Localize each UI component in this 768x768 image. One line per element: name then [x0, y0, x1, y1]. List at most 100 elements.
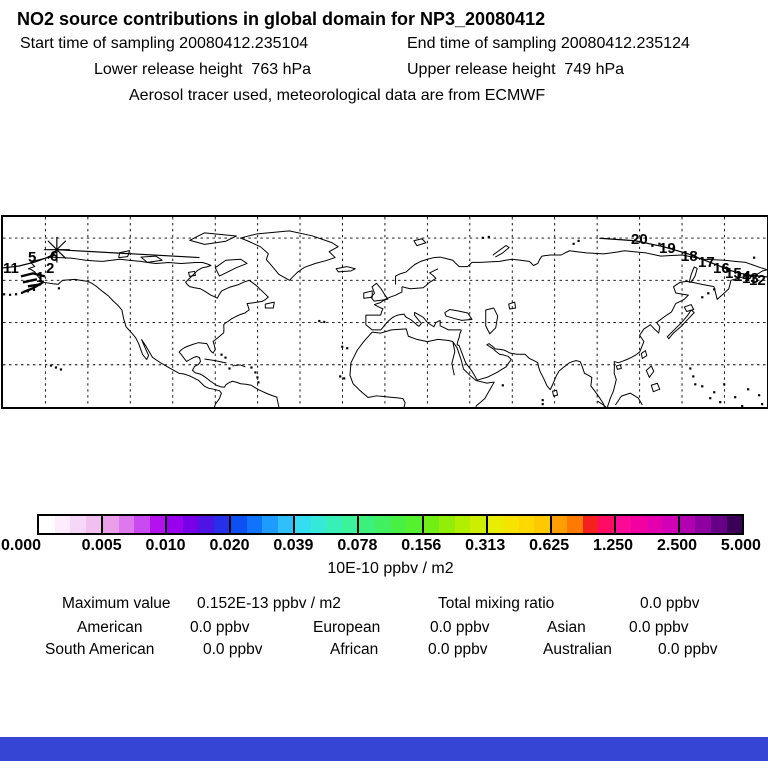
trajectory-point-label: 16 — [713, 260, 730, 277]
trajectory-point-label: 6 — [50, 248, 59, 265]
colorbar-cell — [518, 516, 535, 533]
colorbar-cell — [439, 516, 455, 533]
colorbar-cell — [326, 516, 342, 533]
colorbar — [37, 514, 744, 535]
colorbar-tick-label: 0.039 — [273, 537, 314, 554]
colorbar-cell — [295, 516, 311, 533]
trajectory-point-label: 14 — [734, 268, 751, 285]
colorbar-tick-label: 0.078 — [337, 537, 378, 554]
trajectory-point-label: 17 — [698, 254, 715, 271]
colorbar-unit-label: 10E-10 ppbv / m2 — [327, 560, 454, 577]
colorbar-segment — [421, 516, 486, 533]
trajectory-point-label: 12 — [749, 272, 766, 289]
colorbar-cell — [54, 516, 71, 533]
colorbar-cell — [85, 516, 102, 533]
region-african: African — [330, 641, 379, 658]
trajectory-point-label: 2 — [46, 260, 55, 277]
source-star-icon — [43, 236, 200, 263]
colorbar-tick-label: 0.005 — [81, 537, 122, 554]
colorbar-cell — [406, 516, 422, 533]
region-european: European — [313, 619, 381, 636]
colorbar-tick-label: 0.000 — [0, 537, 42, 554]
trajectory-point-label: 1 — [36, 269, 45, 286]
colorbar-cell — [375, 516, 391, 533]
colorbar-cell — [310, 516, 327, 533]
colorbar-segment — [613, 516, 678, 533]
colorbar-segment — [485, 516, 550, 533]
colorbar-cell — [711, 516, 727, 533]
colorbar-tick-label: 5.000 — [720, 537, 761, 554]
end-time-label: End time of sampling 20080412.235124 — [407, 35, 690, 52]
colorbar-cell — [277, 516, 294, 533]
colorbar-tick-label: 0.020 — [209, 537, 250, 554]
colorbar-cell — [231, 516, 247, 533]
colorbar-cell — [567, 516, 583, 533]
region-american-value: 0.0 ppbv — [190, 619, 250, 636]
trajectory-point-label: 18 — [681, 248, 698, 265]
colorbar-cell — [70, 516, 86, 533]
colorbar-cell — [487, 516, 504, 533]
graticule-gridlines — [3, 217, 767, 407]
colorbar-cell — [390, 516, 407, 533]
lower-release-label: Lower release height 763 hPa — [94, 61, 312, 78]
colorbar-cell — [695, 516, 711, 533]
colorbar-segment — [677, 516, 743, 533]
colorbar-cell — [598, 516, 614, 533]
colorbar-cell — [246, 516, 263, 533]
region-australian-value: 0.0 ppbv — [658, 641, 718, 658]
colorbar-cell — [423, 516, 440, 533]
colorbar-cell — [454, 516, 471, 533]
colorbar-cell — [631, 516, 647, 533]
total-mixing-ratio-label: Total mixing ratio — [438, 595, 555, 612]
colorbar-cell — [359, 516, 375, 533]
colorbar-segment — [229, 516, 294, 533]
maximum-value: 0.152E-13 ppbv / m2 — [197, 595, 341, 612]
world-map-svg — [3, 217, 767, 407]
region-asian-value: 0.0 ppbv — [629, 619, 689, 636]
colorbar-segment — [549, 516, 614, 533]
region-american: American — [77, 619, 143, 636]
trajectory-point-label: 15 — [725, 265, 742, 282]
colorbar-cell — [134, 516, 150, 533]
region-south-american: South American — [45, 641, 155, 658]
upper-release-label: Upper release height 749 hPa — [407, 61, 625, 78]
trajectory-point-label: 19 — [659, 240, 676, 257]
small-islands — [3, 235, 764, 407]
colorbar-cell — [341, 516, 358, 533]
colorbar-tick-label: 0.625 — [529, 537, 570, 554]
colorbar-cell — [39, 516, 55, 533]
colorbar-cell — [582, 516, 599, 533]
colorbar-segment — [39, 516, 102, 533]
trajectory-point-label: 20 — [631, 231, 648, 248]
colorbar-cell — [503, 516, 519, 533]
colorbar-cell — [167, 516, 183, 533]
colorbar-cell — [118, 516, 135, 533]
trajectory-point-label: 5 — [28, 249, 37, 266]
colorbar-cell — [103, 516, 119, 533]
tracer-note-label: Aerosol tracer used, meteorological data… — [129, 87, 546, 104]
total-mixing-ratio-value: 0.0 ppbv — [640, 595, 700, 612]
world-map: 5 6 2 1 11 20 19 18 17 16 15 14 13 12 — [1, 215, 768, 409]
region-european-value: 0.0 ppbv — [430, 619, 490, 636]
maximum-value-label: Maximum value — [62, 595, 171, 612]
trajectory-point-label: 13 — [742, 270, 759, 287]
region-asian: Asian — [547, 619, 586, 636]
colorbar-segment — [101, 516, 166, 533]
trajectory-point-label: 11 — [3, 260, 19, 277]
colorbar-tick-label: 1.250 — [593, 537, 634, 554]
colorbar-cell — [551, 516, 568, 533]
colorbar-tick-label: 2.500 — [656, 537, 698, 554]
colorbar-cell — [470, 516, 486, 533]
colorbar-cell — [149, 516, 166, 533]
colorbar-cell — [213, 516, 230, 533]
region-australian: Australian — [543, 641, 612, 658]
colorbar-cell — [726, 516, 743, 533]
region-african-value: 0.0 ppbv — [428, 641, 488, 658]
colorbar-segment — [293, 516, 358, 533]
colorbar-cell — [662, 516, 678, 533]
colorbar-tick-label: 0.313 — [465, 537, 506, 554]
colorbar-cell — [679, 516, 696, 533]
colorbar-cell — [534, 516, 550, 533]
footer-color-bar — [0, 737, 768, 761]
colorbar-cell — [615, 516, 632, 533]
